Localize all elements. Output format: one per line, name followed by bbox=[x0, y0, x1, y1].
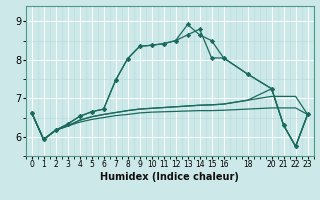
X-axis label: Humidex (Indice chaleur): Humidex (Indice chaleur) bbox=[100, 172, 239, 182]
